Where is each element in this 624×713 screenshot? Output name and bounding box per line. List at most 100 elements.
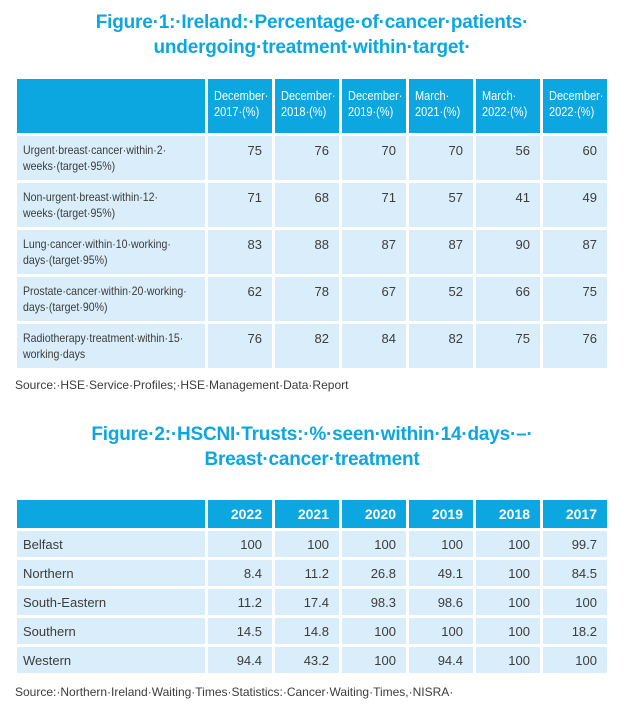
value-cell: 98.6 — [409, 589, 473, 615]
row-label: Belfast — [17, 531, 205, 557]
table-row: Northern 8.4 11.2 26.8 49.1 100 84.5 — [17, 560, 607, 586]
column-header-label: December· 2017·(%) — [214, 89, 269, 119]
row-label-text: Lung·cancer·within·10·working· days·(tar… — [23, 237, 171, 267]
row-label-text: Radiotherapy·treatment·within·15· workin… — [23, 331, 184, 361]
value-cell: 76 — [208, 324, 272, 368]
table-row: Non-urgent·breast·within·12· weeks·(targ… — [17, 183, 607, 227]
value-cell: 52 — [409, 277, 473, 321]
row-label: Lung·cancer·within·10·working· days·(tar… — [17, 230, 205, 274]
row-label-text: Urgent·breast·cancer·within·2· weeks·(ta… — [23, 143, 167, 173]
table-row: Prostate·cancer·within·20·working· days·… — [17, 277, 607, 321]
value-cell: 100 — [342, 618, 406, 644]
column-header: 2020 — [342, 500, 406, 528]
value-cell: 56 — [476, 136, 540, 180]
column-header: March· 2022·(%) — [476, 79, 540, 133]
column-header: 2018 — [476, 500, 540, 528]
figure1-table: December· 2017·(%) December· 2018·(%) De… — [14, 76, 610, 371]
value-cell: 100 — [409, 618, 473, 644]
value-cell: 11.2 — [208, 589, 272, 615]
column-header: December· 2018·(%) — [275, 79, 339, 133]
figure1-title: Figure·1:·Ireland:·Percentage·of·cancer·… — [95, 12, 529, 58]
table-row: Southern 14.5 14.8 100 100 100 18.2 — [17, 618, 607, 644]
value-cell: 49.1 — [409, 560, 473, 586]
figure2-header-row: 2022 2021 2020 2019 2018 2017 — [17, 500, 607, 528]
table-row: Radiotherapy·treatment·within·15· workin… — [17, 324, 607, 368]
column-header: 2022 — [208, 500, 272, 528]
value-cell: 71 — [208, 183, 272, 227]
value-cell: 90 — [476, 230, 540, 274]
value-cell: 94.4 — [409, 647, 473, 673]
row-label: Southern — [17, 618, 205, 644]
column-header-label: March· 2022·(%) — [482, 89, 528, 119]
row-label-text: Non-urgent·breast·within·12· weeks·(targ… — [23, 190, 158, 220]
value-cell: 57 — [409, 183, 473, 227]
value-cell: 100 — [543, 647, 607, 673]
value-cell: 100 — [342, 647, 406, 673]
value-cell: 100 — [476, 618, 540, 644]
value-cell: 66 — [476, 277, 540, 321]
row-label: Western — [17, 647, 205, 673]
figure1-header-row: December· 2017·(%) December· 2018·(%) De… — [17, 79, 607, 133]
value-cell: 87 — [543, 230, 607, 274]
value-cell: 88 — [275, 230, 339, 274]
value-cell: 75 — [476, 324, 540, 368]
value-cell: 75 — [543, 277, 607, 321]
column-header-label: December· 2018·(%) — [281, 89, 336, 119]
value-cell: 17.4 — [275, 589, 339, 615]
value-cell: 82 — [275, 324, 339, 368]
figure1-source: Source:·HSE·Service·Profiles;·HSE·Manage… — [15, 378, 349, 392]
value-cell: 83 — [208, 230, 272, 274]
value-cell: 100 — [476, 560, 540, 586]
figure1-corner-cell — [17, 79, 205, 133]
value-cell: 99.7 — [543, 531, 607, 557]
value-cell: 67 — [342, 277, 406, 321]
table-row: Urgent·breast·cancer·within·2· weeks·(ta… — [17, 136, 607, 180]
value-cell: 98.3 — [342, 589, 406, 615]
table-row: South-Eastern 11.2 17.4 98.3 98.6 100 10… — [17, 589, 607, 615]
column-header: March· 2021·(%) — [409, 79, 473, 133]
value-cell: 60 — [543, 136, 607, 180]
value-cell: 68 — [275, 183, 339, 227]
column-header-label: March· 2021·(%) — [415, 89, 461, 119]
value-cell: 49 — [543, 183, 607, 227]
column-header: 2017 — [543, 500, 607, 528]
value-cell: 87 — [409, 230, 473, 274]
figure2-source: Source:·Northern·Ireland·Waiting·Times·S… — [15, 685, 454, 699]
value-cell: 100 — [409, 531, 473, 557]
value-cell: 76 — [275, 136, 339, 180]
column-header-label: December· 2022·(%) — [549, 89, 604, 119]
value-cell: 76 — [543, 324, 607, 368]
table-row: Western 94.4 43.2 100 94.4 100 100 — [17, 647, 607, 673]
figure2-corner-cell — [17, 500, 205, 528]
value-cell: 100 — [476, 647, 540, 673]
value-cell: 100 — [275, 531, 339, 557]
row-label: Non-urgent·breast·within·12· weeks·(targ… — [17, 183, 205, 227]
row-label: Urgent·breast·cancer·within·2· weeks·(ta… — [17, 136, 205, 180]
value-cell: 62 — [208, 277, 272, 321]
value-cell: 11.2 — [275, 560, 339, 586]
value-cell: 87 — [342, 230, 406, 274]
value-cell: 71 — [342, 183, 406, 227]
value-cell: 70 — [409, 136, 473, 180]
value-cell: 8.4 — [208, 560, 272, 586]
figure2-table: 2022 2021 2020 2019 2018 2017 Belfast 10… — [14, 497, 610, 676]
value-cell: 41 — [476, 183, 540, 227]
value-cell: 14.8 — [275, 618, 339, 644]
column-header: December· 2022·(%) — [543, 79, 607, 133]
value-cell: 70 — [342, 136, 406, 180]
row-label: Radiotherapy·treatment·within·15· workin… — [17, 324, 205, 368]
row-label: South-Eastern — [17, 589, 205, 615]
value-cell: 100 — [543, 589, 607, 615]
row-label: Prostate·cancer·within·20·working· days·… — [17, 277, 205, 321]
value-cell: 100 — [476, 531, 540, 557]
column-header: 2021 — [275, 500, 339, 528]
value-cell: 84 — [342, 324, 406, 368]
value-cell: 18.2 — [543, 618, 607, 644]
value-cell: 43.2 — [275, 647, 339, 673]
value-cell: 94.4 — [208, 647, 272, 673]
table-row: Lung·cancer·within·10·working· days·(tar… — [17, 230, 607, 274]
column-header: December· 2019·(%) — [342, 79, 406, 133]
row-label-text: Prostate·cancer·within·20·working· days·… — [23, 284, 187, 314]
value-cell: 14.5 — [208, 618, 272, 644]
